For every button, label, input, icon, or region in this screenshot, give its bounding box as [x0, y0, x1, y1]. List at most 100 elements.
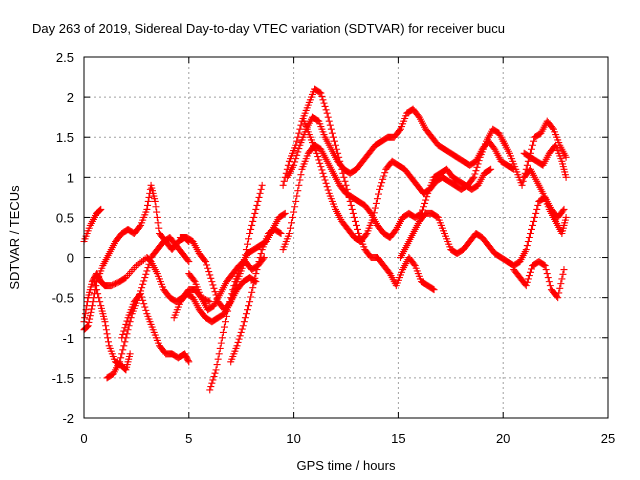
- data-point-plus: [210, 373, 217, 380]
- data-point-plus: [351, 214, 358, 221]
- data-point-plus: [319, 170, 326, 177]
- data-point-plus: [248, 289, 255, 296]
- data-point-plus: [243, 310, 250, 317]
- data-point-plus: [250, 214, 257, 221]
- data-point-plus: [348, 202, 355, 209]
- y-tick-label: 0.5: [56, 210, 74, 225]
- data-point-plus: [287, 225, 294, 232]
- data-point-plus: [560, 266, 567, 273]
- data-point-plus: [204, 265, 211, 272]
- data-point-plus: [289, 214, 296, 221]
- data-point-plus: [528, 226, 535, 233]
- x-axis-label: GPS time / hours: [297, 458, 396, 473]
- data-point-plus: [236, 336, 243, 343]
- data-point-plus: [89, 302, 96, 309]
- x-tick-label: 20: [496, 431, 510, 446]
- data-point-plus: [297, 171, 304, 178]
- data-point-plus: [295, 130, 302, 137]
- data-point-plus: [281, 178, 288, 185]
- data-point-plus: [214, 361, 221, 368]
- data-point-plus: [248, 222, 255, 229]
- data-point-plus: [143, 267, 150, 274]
- data-point-plus: [324, 110, 331, 117]
- data-point-plus: [209, 281, 216, 288]
- data-point-plus: [205, 268, 212, 275]
- y-tick-label: -1.5: [52, 371, 74, 386]
- data-point-plus: [96, 298, 103, 305]
- data-point-plus: [242, 314, 249, 321]
- data-point-plus: [246, 298, 253, 305]
- data-point-plus: [318, 166, 325, 173]
- data-point-plus: [526, 272, 533, 279]
- data-point-plus: [316, 160, 323, 167]
- data-point-plus: [374, 195, 381, 202]
- data-point-plus: [546, 278, 553, 285]
- data-point-plus: [240, 322, 247, 329]
- data-point-plus: [293, 138, 300, 145]
- data-point-plus: [290, 209, 297, 216]
- data-point-plus: [533, 206, 540, 213]
- data-point-plus: [105, 338, 112, 345]
- data-point-plus: [530, 218, 537, 225]
- data-point-plus: [212, 370, 219, 377]
- data-point-plus: [329, 130, 336, 137]
- data-marks: [81, 86, 570, 394]
- data-point-plus: [331, 138, 338, 145]
- data-point-plus: [121, 338, 128, 345]
- data-point-plus: [291, 203, 298, 210]
- data-point-plus: [280, 182, 287, 189]
- data-point-plus: [152, 203, 159, 210]
- data-point-plus: [531, 214, 538, 221]
- data-point-plus: [354, 226, 361, 233]
- data-point-plus: [244, 241, 251, 248]
- data-point-plus: [153, 209, 160, 216]
- data-point-plus: [258, 186, 265, 193]
- data-point-plus: [90, 298, 97, 305]
- data-point-plus: [372, 205, 379, 212]
- data-point-plus: [378, 179, 385, 186]
- data-point-plus: [315, 156, 322, 163]
- data-point-plus: [208, 380, 215, 387]
- data-point-plus: [213, 366, 220, 373]
- data-point-plus: [556, 285, 563, 292]
- data-point-plus: [253, 202, 260, 209]
- y-tick-label: -0.5: [52, 291, 74, 306]
- data-point-plus: [237, 332, 244, 339]
- data-point-plus: [207, 383, 214, 390]
- data-point-plus: [217, 345, 224, 352]
- data-point-plus: [293, 193, 300, 200]
- data-point-plus: [527, 230, 534, 237]
- data-point-plus: [252, 206, 259, 213]
- data-point-plus: [140, 277, 147, 284]
- y-tick-label: 2: [67, 90, 74, 105]
- data-point-plus: [145, 194, 152, 201]
- data-point-plus: [145, 198, 152, 205]
- data-point-plus: [327, 122, 334, 129]
- data-point-plus: [117, 354, 124, 361]
- y-tick-label: 1: [67, 170, 74, 185]
- data-point-plus: [341, 178, 348, 185]
- data-point-plus: [320, 100, 327, 107]
- data-point-plus: [420, 203, 427, 210]
- data-point-plus: [353, 222, 360, 229]
- data-point-plus: [219, 334, 226, 341]
- series-s19: [521, 166, 570, 237]
- y-tick-label: 0: [67, 251, 74, 266]
- data-point-plus: [352, 218, 359, 225]
- data-point-plus: [206, 386, 213, 393]
- data-point-plus: [350, 210, 357, 217]
- data-point-plus: [141, 274, 148, 281]
- data-point-plus: [247, 226, 254, 233]
- data-point-plus: [102, 322, 109, 329]
- data-point-plus: [249, 218, 256, 225]
- data-point-plus: [239, 326, 246, 333]
- data-point-plus: [241, 318, 248, 325]
- y-tick-label: 2.5: [56, 50, 74, 65]
- data-point-plus: [526, 234, 533, 241]
- x-tick-label: 0: [80, 431, 87, 446]
- data-point-plus: [532, 210, 539, 217]
- data-point-plus: [220, 329, 227, 336]
- data-point-plus: [294, 148, 301, 155]
- data-point-plus: [376, 186, 383, 193]
- data-point-plus: [155, 219, 162, 226]
